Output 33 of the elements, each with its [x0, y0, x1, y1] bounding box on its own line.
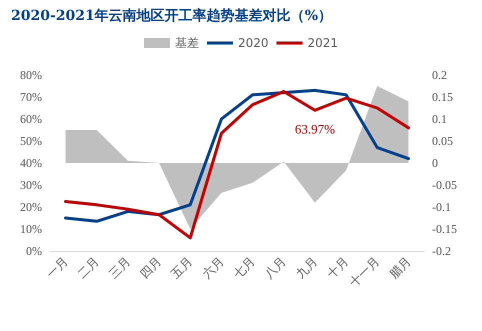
- legend-label: 基差: [174, 36, 199, 50]
- x-tick-label: 八月: [262, 254, 289, 281]
- x-tick-label: 七月: [230, 254, 258, 281]
- data-label: 63.97%: [294, 121, 336, 136]
- y-tick-label: 70%: [20, 90, 42, 104]
- legend-label: 2020: [238, 36, 269, 50]
- y2-tick-label: 0: [432, 156, 438, 170]
- y-tick-label: 50%: [20, 134, 42, 148]
- x-tick-label: 一月: [44, 254, 71, 281]
- x-tick-label: 腊月: [386, 254, 414, 281]
- x-tick-label: 三月: [106, 254, 133, 281]
- y2-tick-label: -0.1: [432, 200, 451, 214]
- y-tick-label: 40%: [20, 156, 42, 170]
- y2-tick-label: 0.15: [432, 90, 453, 104]
- y-tick-label: 30%: [20, 178, 42, 192]
- y-tick-label: 10%: [20, 222, 42, 236]
- y2-tick-label: 0.05: [432, 134, 453, 148]
- y-tick-label: 0%: [26, 244, 42, 258]
- x-tick-label: 二月: [74, 254, 102, 281]
- x-tick-label: 九月: [292, 254, 320, 281]
- legend-label: 2021: [308, 36, 338, 50]
- y2-tick-label: -0.15: [432, 222, 457, 236]
- y2-tick-label: 0.2: [432, 68, 447, 82]
- chart-title: 2020-2021年云南地区开工率趋势基差对比（%）: [11, 7, 332, 24]
- x-tick-label: 六月: [199, 254, 226, 281]
- y-tick-label: 80%: [20, 68, 42, 82]
- y2-tick-label: -0.2: [432, 244, 451, 258]
- x-tick-label: 四月: [137, 254, 164, 281]
- y2-tick-label: -0.05: [432, 178, 457, 192]
- x-tick-label: 五月: [168, 254, 196, 281]
- y-tick-label: 60%: [20, 112, 42, 126]
- y-tick-label: 20%: [20, 200, 42, 214]
- y2-tick-label: 0.1: [432, 112, 447, 126]
